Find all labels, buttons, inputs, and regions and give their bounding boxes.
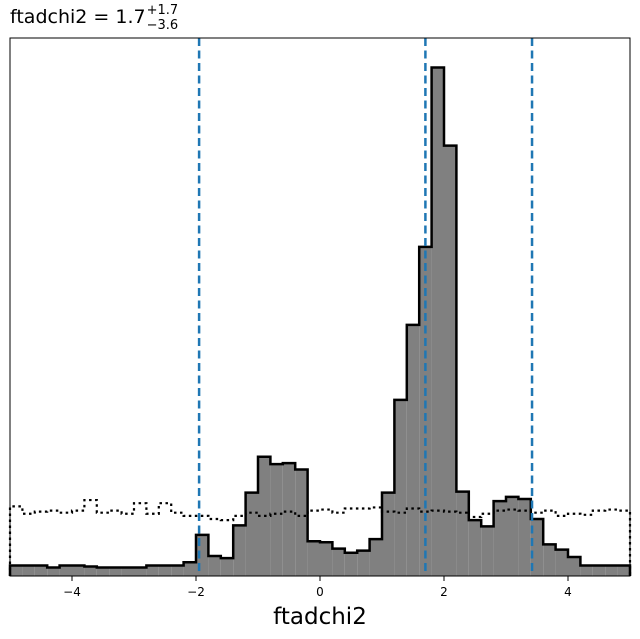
histogram-bar: [307, 541, 320, 576]
histogram-bar: [183, 562, 196, 576]
histogram-bar: [134, 567, 147, 576]
histogram-bar: [543, 544, 556, 576]
histogram-bar: [245, 492, 258, 576]
histogram-bar: [369, 539, 382, 576]
histogram-bar: [568, 557, 581, 576]
prior-step-line: [8, 498, 632, 576]
histogram-bar: [456, 491, 469, 576]
histogram-bar: [109, 567, 122, 576]
histogram-bar: [10, 565, 23, 576]
histogram-bar: [382, 492, 395, 576]
histogram-bar: [605, 565, 618, 576]
svg-text:ftadchi2 = 1.7: ftadchi2 = 1.7: [10, 6, 146, 28]
histogram-bar: [22, 565, 35, 576]
axes-frame: [9, 37, 631, 577]
histogram-bar: [208, 555, 221, 576]
histogram-bar: [406, 324, 420, 576]
histogram-bar: [481, 526, 494, 576]
title-param: ftadchi2: [10, 6, 87, 28]
histogram-bar: [282, 463, 296, 576]
histogram-bar: [431, 67, 444, 576]
histogram-bar: [530, 519, 544, 576]
histogram-bar: [220, 558, 234, 576]
histogram-bar: [444, 145, 457, 576]
x-axis-ticks: −4 −2 0 2 4: [63, 576, 572, 599]
plot-area: [8, 38, 632, 576]
histogram-bar: [34, 565, 48, 576]
histogram-bar: [555, 549, 568, 576]
histogram-bar: [468, 520, 482, 576]
histogram-bar: [518, 498, 531, 576]
histogram-bar: [270, 464, 283, 576]
histogram-bar: [332, 548, 345, 576]
histogram-bar: [295, 469, 308, 576]
x-axis-label: ftadchi2: [273, 604, 367, 630]
x-tick-label: 0: [316, 585, 324, 599]
x-tick-label: −2: [187, 585, 205, 599]
histogram-bar: [158, 565, 172, 576]
histogram-bar: [96, 567, 110, 576]
histogram-bar: [59, 565, 72, 576]
histogram-bar: [47, 567, 60, 576]
histogram-bar: [506, 496, 519, 576]
histogram-bar: [146, 565, 159, 576]
histogram-bar: [617, 565, 630, 576]
histogram-bar: [171, 565, 184, 576]
histogram-bar: [84, 566, 97, 576]
x-tick-label: −4: [63, 585, 81, 599]
histogram-outline: [8, 66, 632, 576]
histogram-bar: [121, 567, 134, 576]
histogram-bar: [592, 565, 606, 576]
title-median: 1.7: [115, 6, 145, 28]
histogram-bar: [580, 565, 593, 576]
histogram-bar: [72, 565, 85, 576]
histogram-bar: [233, 525, 246, 576]
title-lower-error: −3.6: [147, 18, 179, 33]
chart-title: ftadchi2 = 1.7 +1.7 −3.6: [10, 3, 178, 33]
title-equals: =: [87, 6, 115, 28]
histogram-bar: [394, 399, 407, 576]
histogram-bar: [357, 550, 370, 576]
histogram-bar: [320, 542, 333, 576]
histogram-bar: [493, 501, 506, 576]
histogram-bar: [419, 246, 432, 576]
x-tick-label: 2: [440, 585, 448, 599]
title-upper-error: +1.7: [147, 3, 179, 18]
histogram-bar: [344, 552, 358, 576]
x-tick-label: 4: [564, 585, 572, 599]
